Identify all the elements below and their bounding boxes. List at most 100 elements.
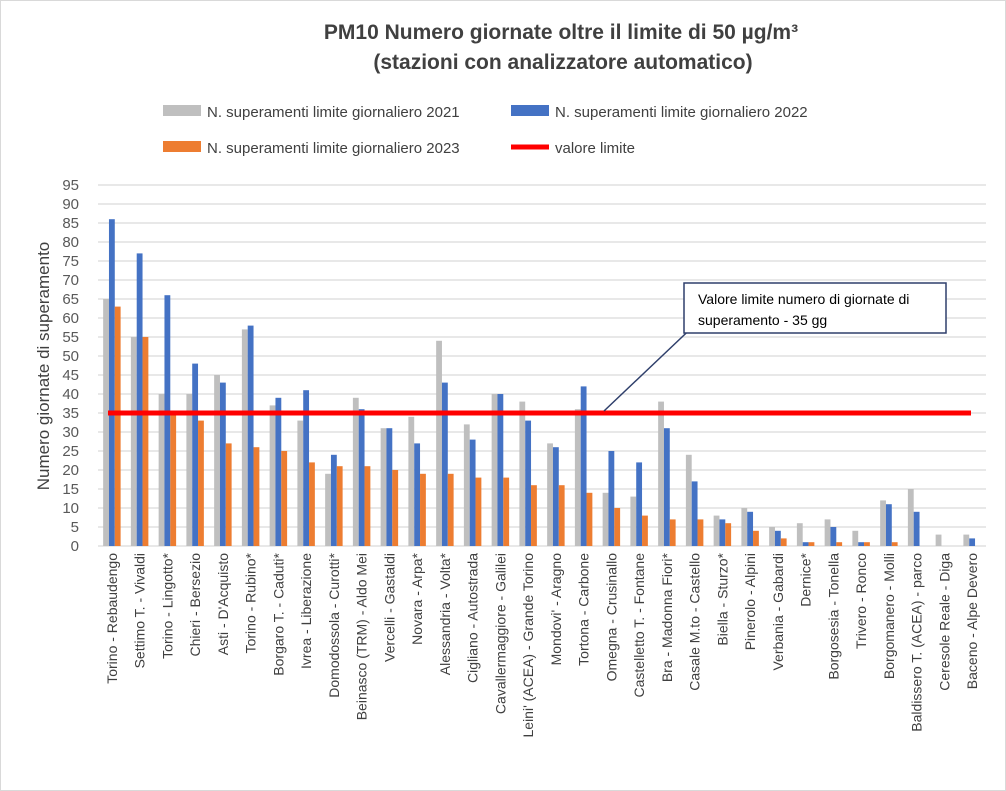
- bar: [219, 382, 226, 546]
- bar: [269, 405, 276, 546]
- bar: [663, 428, 670, 546]
- bar: [935, 534, 942, 546]
- y-tick-label: 30: [62, 424, 79, 441]
- bar: [691, 481, 698, 546]
- bar: [130, 337, 137, 546]
- bar: [186, 394, 193, 546]
- bar: [747, 511, 754, 546]
- bar: [824, 519, 831, 546]
- bars: [103, 219, 976, 546]
- bar: [880, 500, 886, 546]
- bar: [192, 363, 199, 546]
- y-tick-label: 25: [62, 443, 79, 460]
- x-tick-label: Torino - Rebaudengo: [104, 553, 120, 684]
- y-tick-label: 15: [62, 481, 79, 498]
- y-tick-label: 55: [62, 329, 79, 346]
- x-tick-label: Biella - Sturzo*: [714, 552, 730, 645]
- bar: [214, 375, 220, 546]
- bar: [802, 542, 809, 546]
- bar: [913, 511, 920, 546]
- bar: [386, 428, 393, 546]
- bar: [352, 397, 359, 546]
- legend-label: N. superamenti limite giornaliero 2022: [555, 104, 808, 121]
- bar: [441, 382, 448, 546]
- legend-label: N. superamenti limite giornaliero 2023: [207, 140, 460, 157]
- x-tick-label: Borgaro T. - Caduti*: [270, 552, 286, 675]
- bar: [297, 420, 304, 546]
- bar: [158, 394, 165, 546]
- bar: [753, 530, 759, 546]
- bar: [497, 394, 504, 546]
- bar: [164, 295, 171, 546]
- bar: [420, 473, 426, 546]
- bar: [608, 451, 615, 546]
- chart-title-line2: (stazioni con analizzatore automatico): [373, 51, 752, 74]
- bar: [907, 489, 914, 546]
- bar: [741, 508, 748, 546]
- x-tick-label: Tortona - Carbone: [576, 553, 592, 666]
- bar: [330, 454, 337, 546]
- bar: [253, 447, 260, 546]
- bar: [241, 329, 248, 546]
- bar: [275, 397, 282, 546]
- bar: [780, 538, 787, 546]
- x-tick-label: Chieri - Bersezio: [187, 553, 203, 657]
- bar: [769, 527, 775, 546]
- bar: [364, 466, 371, 546]
- x-tick-label: Domodossola - Curotti*: [326, 552, 342, 697]
- bar: [836, 542, 843, 546]
- x-tick-label: Ceresole Reale - Diga: [936, 553, 952, 691]
- x-tick-label: Trivero - Ronco: [853, 553, 869, 649]
- bar: [852, 530, 859, 546]
- bar: [864, 542, 870, 546]
- annotation-box: [683, 282, 947, 334]
- x-axis-labels: Torino - Rebaudengo Settimo T. - Vivaldi T…: [104, 552, 980, 737]
- bar: [531, 485, 537, 546]
- bar: [170, 413, 177, 546]
- bar: [414, 443, 421, 546]
- y-tick-label: 60: [62, 310, 79, 327]
- bar: [891, 542, 898, 546]
- bar: [519, 401, 526, 546]
- x-tick-label: Castelletto T. - Fontane: [631, 553, 647, 698]
- bar: [380, 428, 387, 546]
- x-tick-label: Vercelli - Gastaldi: [381, 553, 397, 662]
- bar: [669, 519, 676, 546]
- bar: [858, 542, 865, 546]
- x-tick-label: Novara - Arpa*: [409, 552, 425, 644]
- y-tick-label: 0: [71, 538, 79, 555]
- y-tick-label: 20: [62, 462, 79, 479]
- x-tick-label: Torino - Lingotto*: [159, 552, 175, 658]
- annotation-leader-line: [603, 318, 702, 412]
- x-tick-label: Torino - Rubino*: [243, 552, 259, 653]
- bar: [697, 519, 704, 546]
- bar: [108, 219, 115, 546]
- x-tick-label: Omegna - Crusinallo: [603, 553, 619, 682]
- legend-label: valore limite: [555, 140, 635, 157]
- bar: [392, 470, 399, 546]
- bar: [830, 527, 837, 546]
- x-tick-label: Verbania - Gabardi: [770, 553, 786, 671]
- bar: [491, 394, 498, 546]
- bar: [630, 496, 637, 546]
- bar: [336, 466, 343, 546]
- bar: [552, 447, 559, 546]
- bar: [574, 409, 581, 546]
- x-tick-label: Baldissero T. (ACEA) - parco: [909, 553, 925, 732]
- y-tick-label: 35: [62, 405, 79, 422]
- x-tick-label: Leini' (ACEA) - Grande Torino: [520, 553, 536, 738]
- bar: [198, 420, 204, 546]
- bar: [503, 477, 510, 546]
- bar: [281, 451, 288, 546]
- y-tick-label: 40: [62, 386, 79, 403]
- x-tick-label: Cavallermaggiore - Galilei: [492, 553, 508, 714]
- x-tick-label: Ivrea - Liberazione: [298, 553, 314, 669]
- y-tick-label: 90: [62, 196, 79, 213]
- x-tick-label: Cigliano - Autostrada: [465, 553, 481, 683]
- y-tick-label: 50: [62, 348, 79, 365]
- bar: [719, 519, 726, 546]
- x-tick-label: Pinerolo - Alpini: [742, 553, 758, 650]
- y-tick-label: 80: [62, 234, 79, 251]
